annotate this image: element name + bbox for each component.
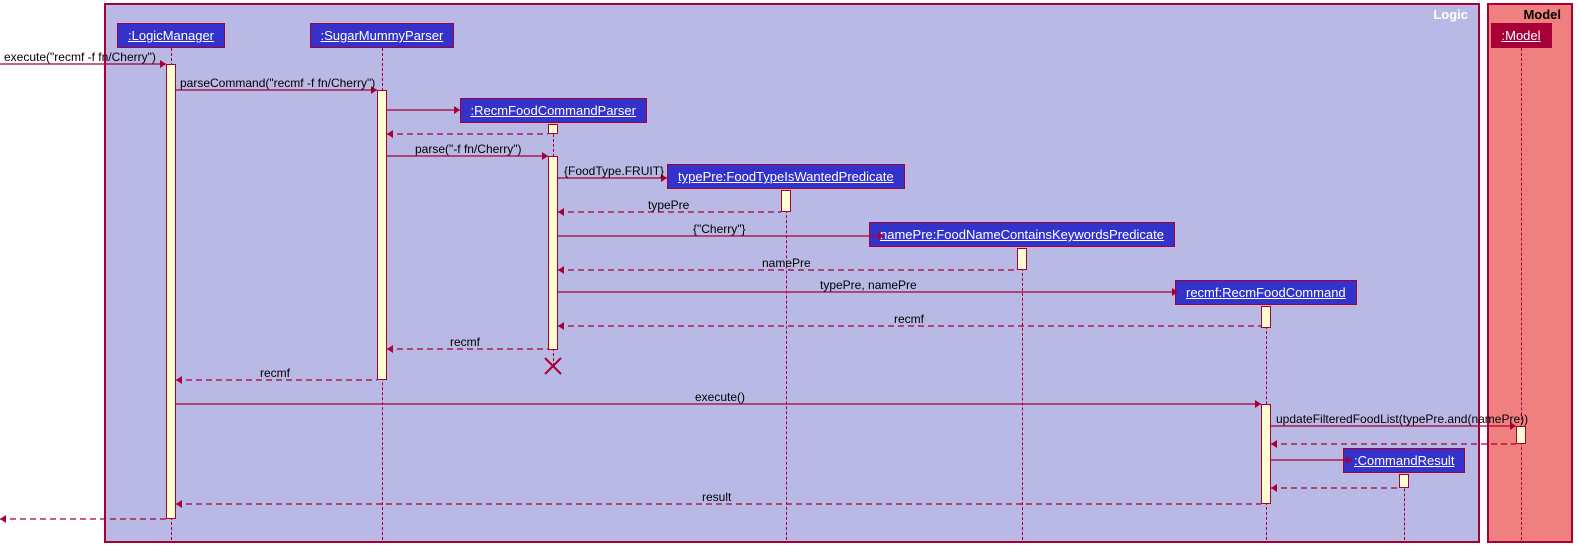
model-container: Model (1487, 3, 1573, 543)
activation-commandResult-9 (1399, 474, 1409, 488)
message-label-10: recmf (894, 312, 924, 326)
message-label-11: recmf (450, 335, 480, 349)
message-label-5: {FoodType.FRUIT} (564, 164, 664, 178)
activation-model-8 (1516, 426, 1526, 444)
message-label-6: typePre (648, 198, 689, 212)
message-label-12: recmf (260, 366, 290, 380)
lifeline-head-namePre: namePre:FoodNameContainsKeywordsPredicat… (869, 222, 1175, 247)
message-label-9: typePre, namePre (820, 278, 917, 292)
activation-typePre-4 (781, 190, 791, 212)
lifeline-head-recmFoodCommandParser: :RecmFoodCommandParser (460, 98, 647, 123)
lifeline-head-typePre: typePre:FoodTypeIsWantedPredicate (667, 164, 905, 189)
lifeline-head-sugarMummyParser: :SugarMummyParser (310, 23, 455, 48)
lifeline-head-model: :Model (1491, 23, 1552, 48)
lifeline-head-recmf: recmf:RecmFoodCommand (1175, 280, 1357, 305)
message-label-13: execute() (695, 390, 745, 404)
message-label-18: result (702, 490, 731, 504)
message-label-4: parse("-f fn/Cherry") (415, 142, 522, 156)
lifeline-head-commandResult: :CommandResult (1343, 448, 1465, 473)
model-label: Model (1513, 5, 1571, 24)
activation-recmFoodCommandParser-2 (548, 124, 558, 134)
activation-recmf-7 (1261, 404, 1271, 504)
lifeline-line-namePre (1022, 248, 1023, 540)
message-label-14: updateFilteredFoodList(typePre.and(nameP… (1276, 412, 1528, 426)
lifeline-head-logicManager: :LogicManager (117, 23, 225, 48)
activation-recmf-6 (1261, 306, 1271, 328)
activation-sugarMummyParser-1 (377, 90, 387, 380)
lifeline-line-model (1521, 48, 1522, 540)
activation-namePre-5 (1017, 248, 1027, 270)
message-label-7: {"Cherry"} (693, 222, 746, 236)
activation-logicManager-0 (166, 64, 176, 519)
logic-label: Logic (1423, 5, 1478, 24)
message-label-1: parseCommand("recmf -f fn/Cherry") (180, 76, 375, 90)
message-label-8: namePre (762, 256, 811, 270)
message-label-0: execute("recmf -f fn/Cherry") (4, 50, 156, 64)
activation-recmFoodCommandParser-3 (548, 156, 558, 350)
lifeline-line-typePre (786, 190, 787, 540)
